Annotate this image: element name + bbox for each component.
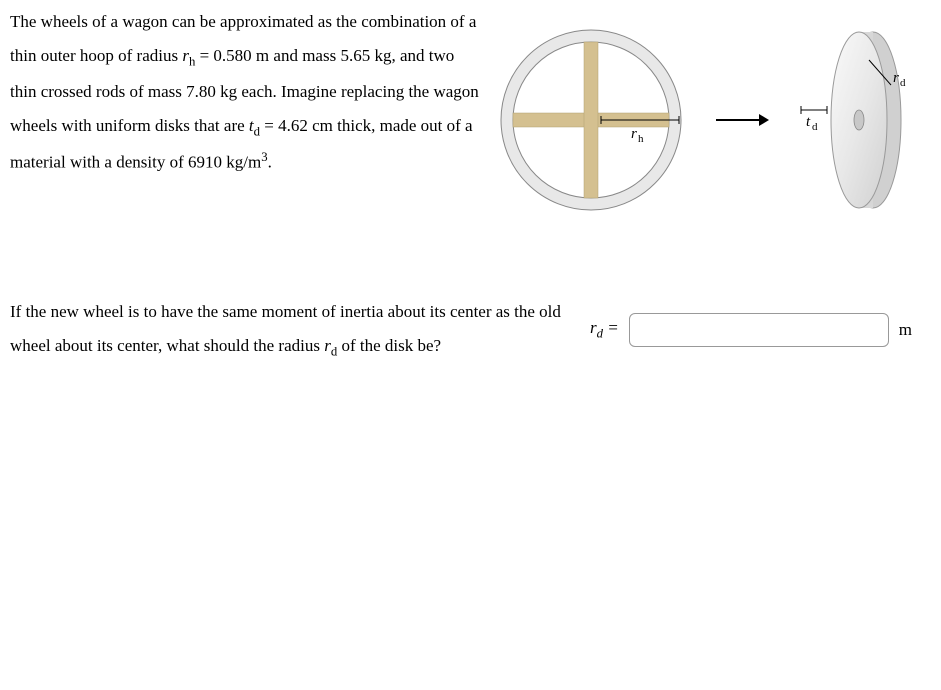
figure: r h bbox=[491, 5, 931, 220]
hoop-wheel-diagram: r h bbox=[491, 20, 691, 220]
equals: = bbox=[603, 318, 619, 337]
question-text: If the new wheel is to have the same mom… bbox=[10, 295, 580, 365]
svg-text:h: h bbox=[638, 133, 644, 145]
question-part-2: of the disk be? bbox=[337, 336, 441, 355]
answer-label: rd = bbox=[590, 318, 619, 341]
disk-diagram: t d r d bbox=[791, 20, 931, 220]
var-rh: r bbox=[182, 46, 189, 65]
question-part-1: If the new wheel is to have the same mom… bbox=[10, 302, 561, 355]
answer-var: r bbox=[590, 318, 597, 337]
answer-input[interactable] bbox=[629, 313, 889, 347]
problem-statement: The wheels of a wagon can be approximate… bbox=[10, 5, 491, 220]
transform-arrow-icon bbox=[711, 105, 771, 135]
unit-label: m bbox=[899, 320, 912, 340]
svg-text:d: d bbox=[812, 121, 818, 133]
svg-text:r: r bbox=[893, 70, 899, 86]
svg-text:r: r bbox=[631, 126, 637, 142]
svg-text:t: t bbox=[806, 114, 811, 130]
var-rd: r bbox=[324, 336, 331, 355]
period: . bbox=[268, 152, 272, 171]
svg-text:d: d bbox=[900, 77, 906, 89]
